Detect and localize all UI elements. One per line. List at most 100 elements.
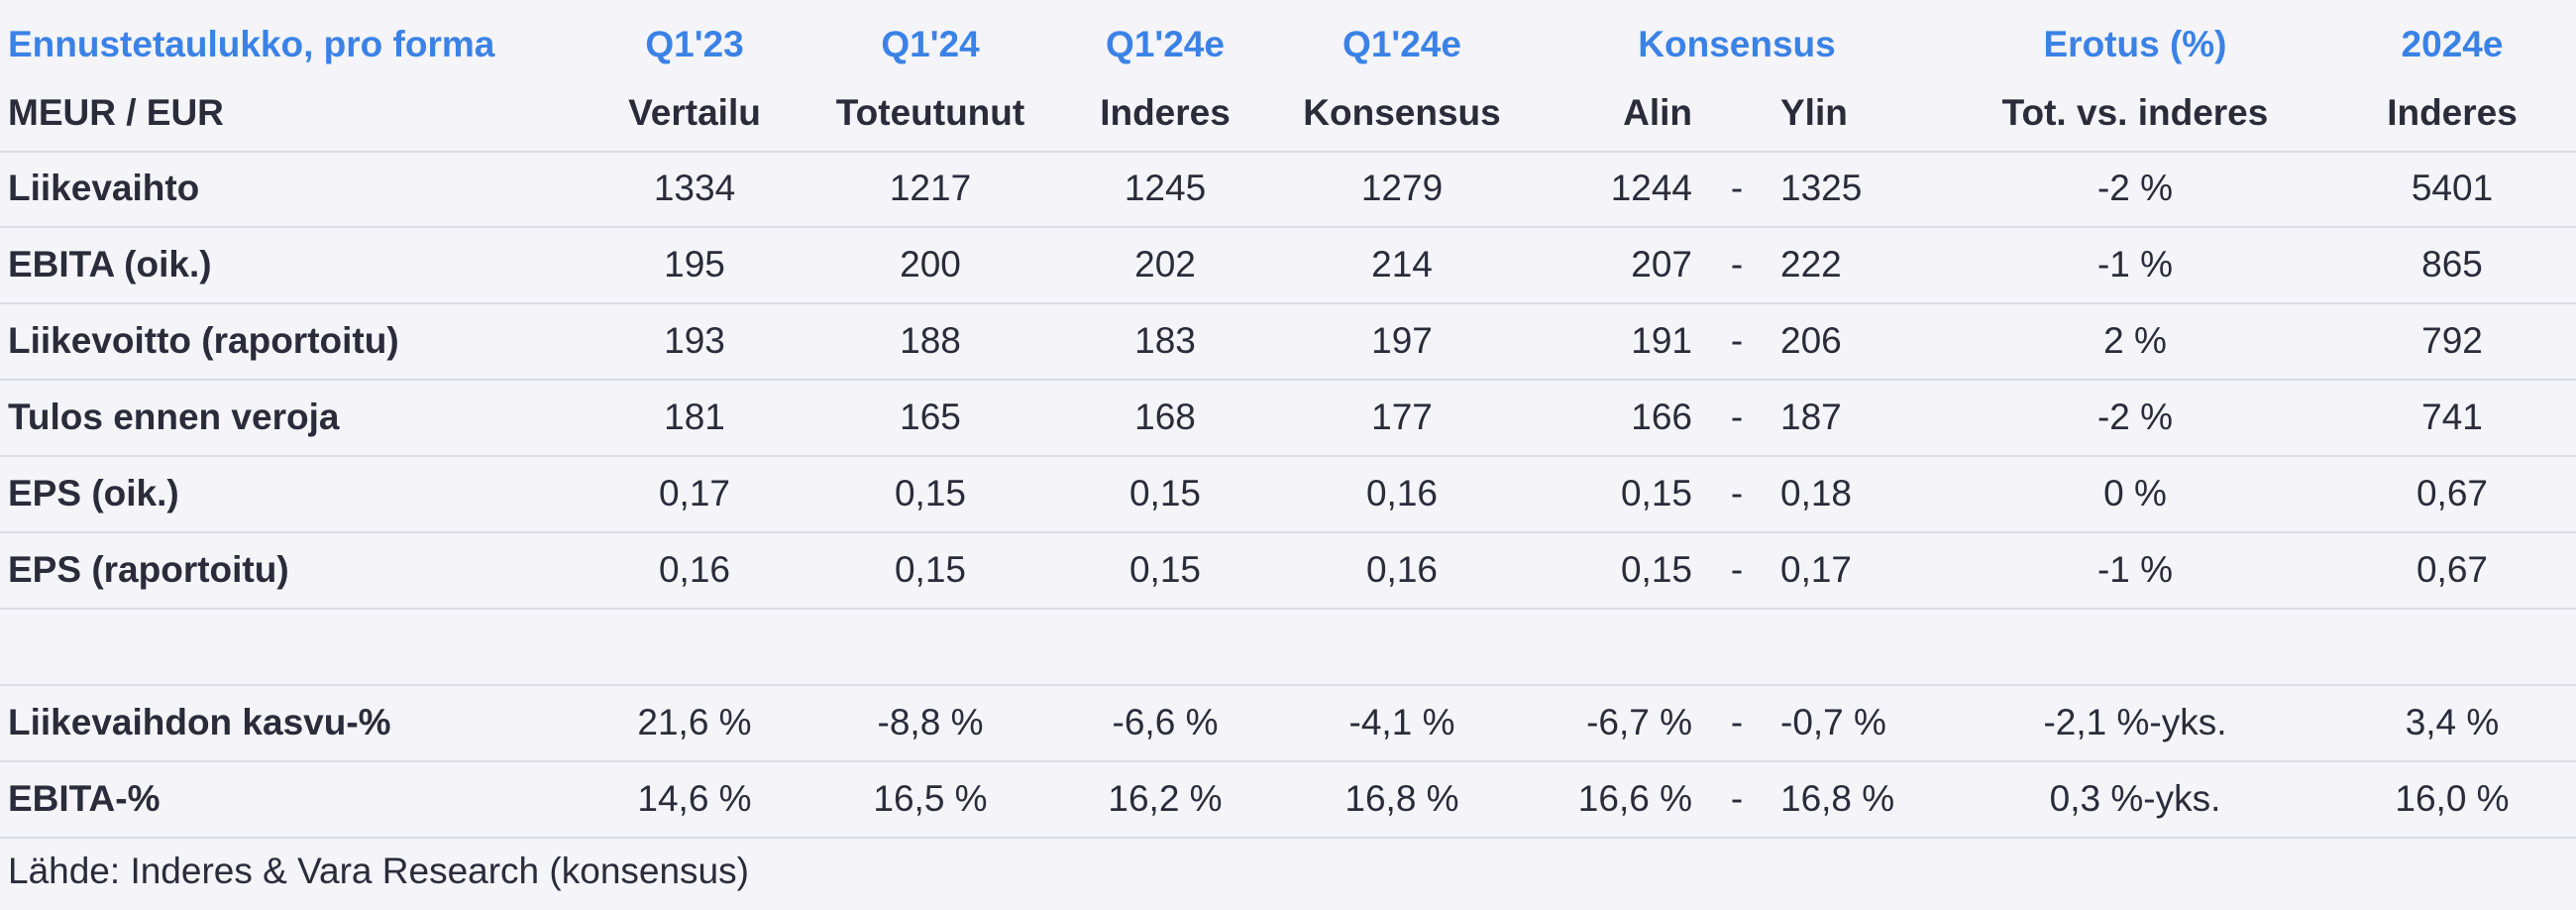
cell-alin: 191 (1631, 320, 1692, 361)
range-dash: - (1730, 473, 1744, 513)
cell-2024e: 792 (2421, 320, 2483, 361)
header-2024e: 2024e (2401, 24, 2504, 64)
cell-toteutunut: 188 (900, 320, 961, 361)
cell-vertailu: 0,17 (658, 473, 730, 513)
row-label: Tulos ennen veroja (8, 397, 340, 437)
source-note: Lähde: Inderes & Vara Research (konsensu… (8, 851, 749, 891)
cell-ylin: 222 (1780, 244, 1842, 284)
cell-vertailu: 0,16 (658, 549, 730, 590)
cell-konsensus: 177 (1371, 397, 1433, 437)
table-row: Tulos ennen veroja 181 165 168 177 166 -… (0, 380, 2576, 457)
table-row: Liikevaihto 1334 1217 1245 1279 1244 - 1… (0, 151, 2576, 228)
table-row: EPS (oik.) 0,17 0,15 0,15 0,16 0,15 - 0,… (0, 456, 2576, 533)
cell-alin: 16,6 % (1577, 778, 1692, 819)
cell-erotus: -2,1 %-yks. (2043, 702, 2227, 742)
range-dash: - (1730, 778, 1744, 819)
cell-vertailu: 14,6 % (637, 778, 752, 819)
cell-inderes: 0,15 (1128, 473, 1201, 513)
cell-2024e: 741 (2421, 397, 2483, 437)
header-q124: Q1'24 (881, 24, 980, 64)
table-row: Liikevaihdon kasvu-% 21,6 % -8,8 % -6,6 … (0, 685, 2576, 762)
cell-erotus: 0 % (2103, 473, 2167, 513)
table-row: EBITA (oik.) 195 200 202 214 207 - 222 -… (0, 227, 2576, 304)
cell-toteutunut: 165 (900, 397, 961, 437)
cell-toteutunut: 16,5 % (873, 778, 988, 819)
row-label: Liikevaihdon kasvu-% (8, 702, 391, 742)
range-dash: - (1730, 244, 1744, 284)
cell-erotus: -1 % (2096, 549, 2174, 590)
cell-ylin: 1325 (1780, 168, 1863, 208)
table-row: EPS (raportoitu) 0,16 0,15 0,15 0,16 0,1… (0, 532, 2576, 610)
cell-inderes: 1245 (1124, 168, 1207, 208)
range-dash: - (1730, 702, 1744, 742)
unit-label: MEUR / EUR (8, 92, 224, 133)
cell-2024e: 865 (2421, 244, 2483, 284)
range-dash: - (1730, 168, 1744, 208)
header-q124e-konsensus: Q1'24e (1342, 24, 1461, 64)
header-erotus: Erotus (%) (2043, 24, 2227, 64)
subheader-alin: Alin (1623, 92, 1692, 133)
cell-2024e: 0,67 (2415, 473, 2488, 513)
cell-2024e: 3,4 % (2405, 702, 2500, 742)
cell-konsensus: 0,16 (1365, 549, 1438, 590)
cell-alin: 1244 (1610, 168, 1692, 208)
cell-toteutunut: 200 (900, 244, 961, 284)
cell-vertailu: 1334 (653, 168, 736, 208)
cell-inderes: 202 (1134, 244, 1196, 284)
cell-alin: -6,7 % (1586, 702, 1692, 742)
cell-ylin: 187 (1780, 397, 1842, 437)
cell-konsensus: 1279 (1360, 168, 1444, 208)
subheader-tot-vs-inderes: Tot. vs. inderes (2001, 92, 2269, 133)
subheader-2024e-inderes: Inderes (2387, 92, 2518, 133)
cell-erotus: 0,3 %-yks. (2049, 778, 2221, 819)
cell-inderes: 16,2 % (1108, 778, 1223, 819)
cell-ylin: 0,17 (1780, 549, 1853, 590)
cell-2024e: 16,0 % (2395, 778, 2510, 819)
cell-2024e: 0,67 (2415, 549, 2488, 590)
range-dash: - (1730, 397, 1744, 437)
cell-inderes: -6,6 % (1112, 702, 1219, 742)
cell-erotus: -1 % (2096, 244, 2174, 284)
cell-ylin: -0,7 % (1780, 702, 1886, 742)
cell-ylin: 16,8 % (1780, 778, 1895, 819)
row-label: EPS (raportoitu) (8, 549, 289, 590)
range-dash: - (1730, 320, 1744, 361)
row-label: EPS (oik.) (8, 473, 179, 513)
table-title: Ennustetaulukko, pro forma (8, 24, 495, 64)
cell-konsensus: 16,8 % (1344, 778, 1459, 819)
table-row: EBITA-% 14,6 % 16,5 % 16,2 % 16,8 % 16,6… (0, 761, 2576, 839)
cell-toteutunut: -8,8 % (877, 702, 984, 742)
cell-erotus: 2 % (2103, 320, 2167, 361)
cell-alin: 207 (1631, 244, 1692, 284)
range-dash: - (1730, 549, 1744, 590)
cell-toteutunut: 0,15 (894, 549, 966, 590)
subheader-ylin: Ylin (1780, 92, 1848, 133)
cell-ylin: 0,18 (1780, 473, 1853, 513)
cell-ylin: 206 (1780, 320, 1842, 361)
cell-konsensus: 214 (1371, 244, 1433, 284)
row-label: Liikevoitto (raportoitu) (8, 320, 399, 361)
cell-konsensus: -4,1 % (1348, 702, 1455, 742)
cell-inderes: 183 (1134, 320, 1196, 361)
cell-toteutunut: 1217 (889, 168, 972, 208)
cell-konsensus: 197 (1371, 320, 1433, 361)
subheader-konsensus: Konsensus (1303, 92, 1501, 133)
subheader-row: MEUR / EUR Vertailu Toteutunut Inderes K… (0, 75, 2576, 153)
cell-inderes: 168 (1134, 397, 1196, 437)
cell-erotus: -2 % (2096, 168, 2174, 208)
header-row: Ennustetaulukko, pro forma Q1'23 Q1'24 Q… (0, 0, 2576, 75)
spacer-row (0, 609, 2576, 686)
cell-alin: 0,15 (1620, 549, 1692, 590)
cell-2024e: 5401 (2411, 168, 2494, 208)
header-q123: Q1'23 (645, 24, 744, 64)
cell-vertailu: 195 (664, 244, 725, 284)
subheader-toteutunut: Toteutunut (835, 92, 1025, 133)
row-label: EBITA (oik.) (8, 244, 212, 284)
header-q124e-inderes: Q1'24e (1106, 24, 1225, 64)
row-label: Liikevaihto (8, 168, 200, 208)
cell-vertailu: 181 (664, 397, 725, 437)
cell-alin: 0,15 (1620, 473, 1692, 513)
table-row: Liikevoitto (raportoitu) 193 188 183 197… (0, 303, 2576, 381)
cell-vertailu: 21,6 % (637, 702, 752, 742)
